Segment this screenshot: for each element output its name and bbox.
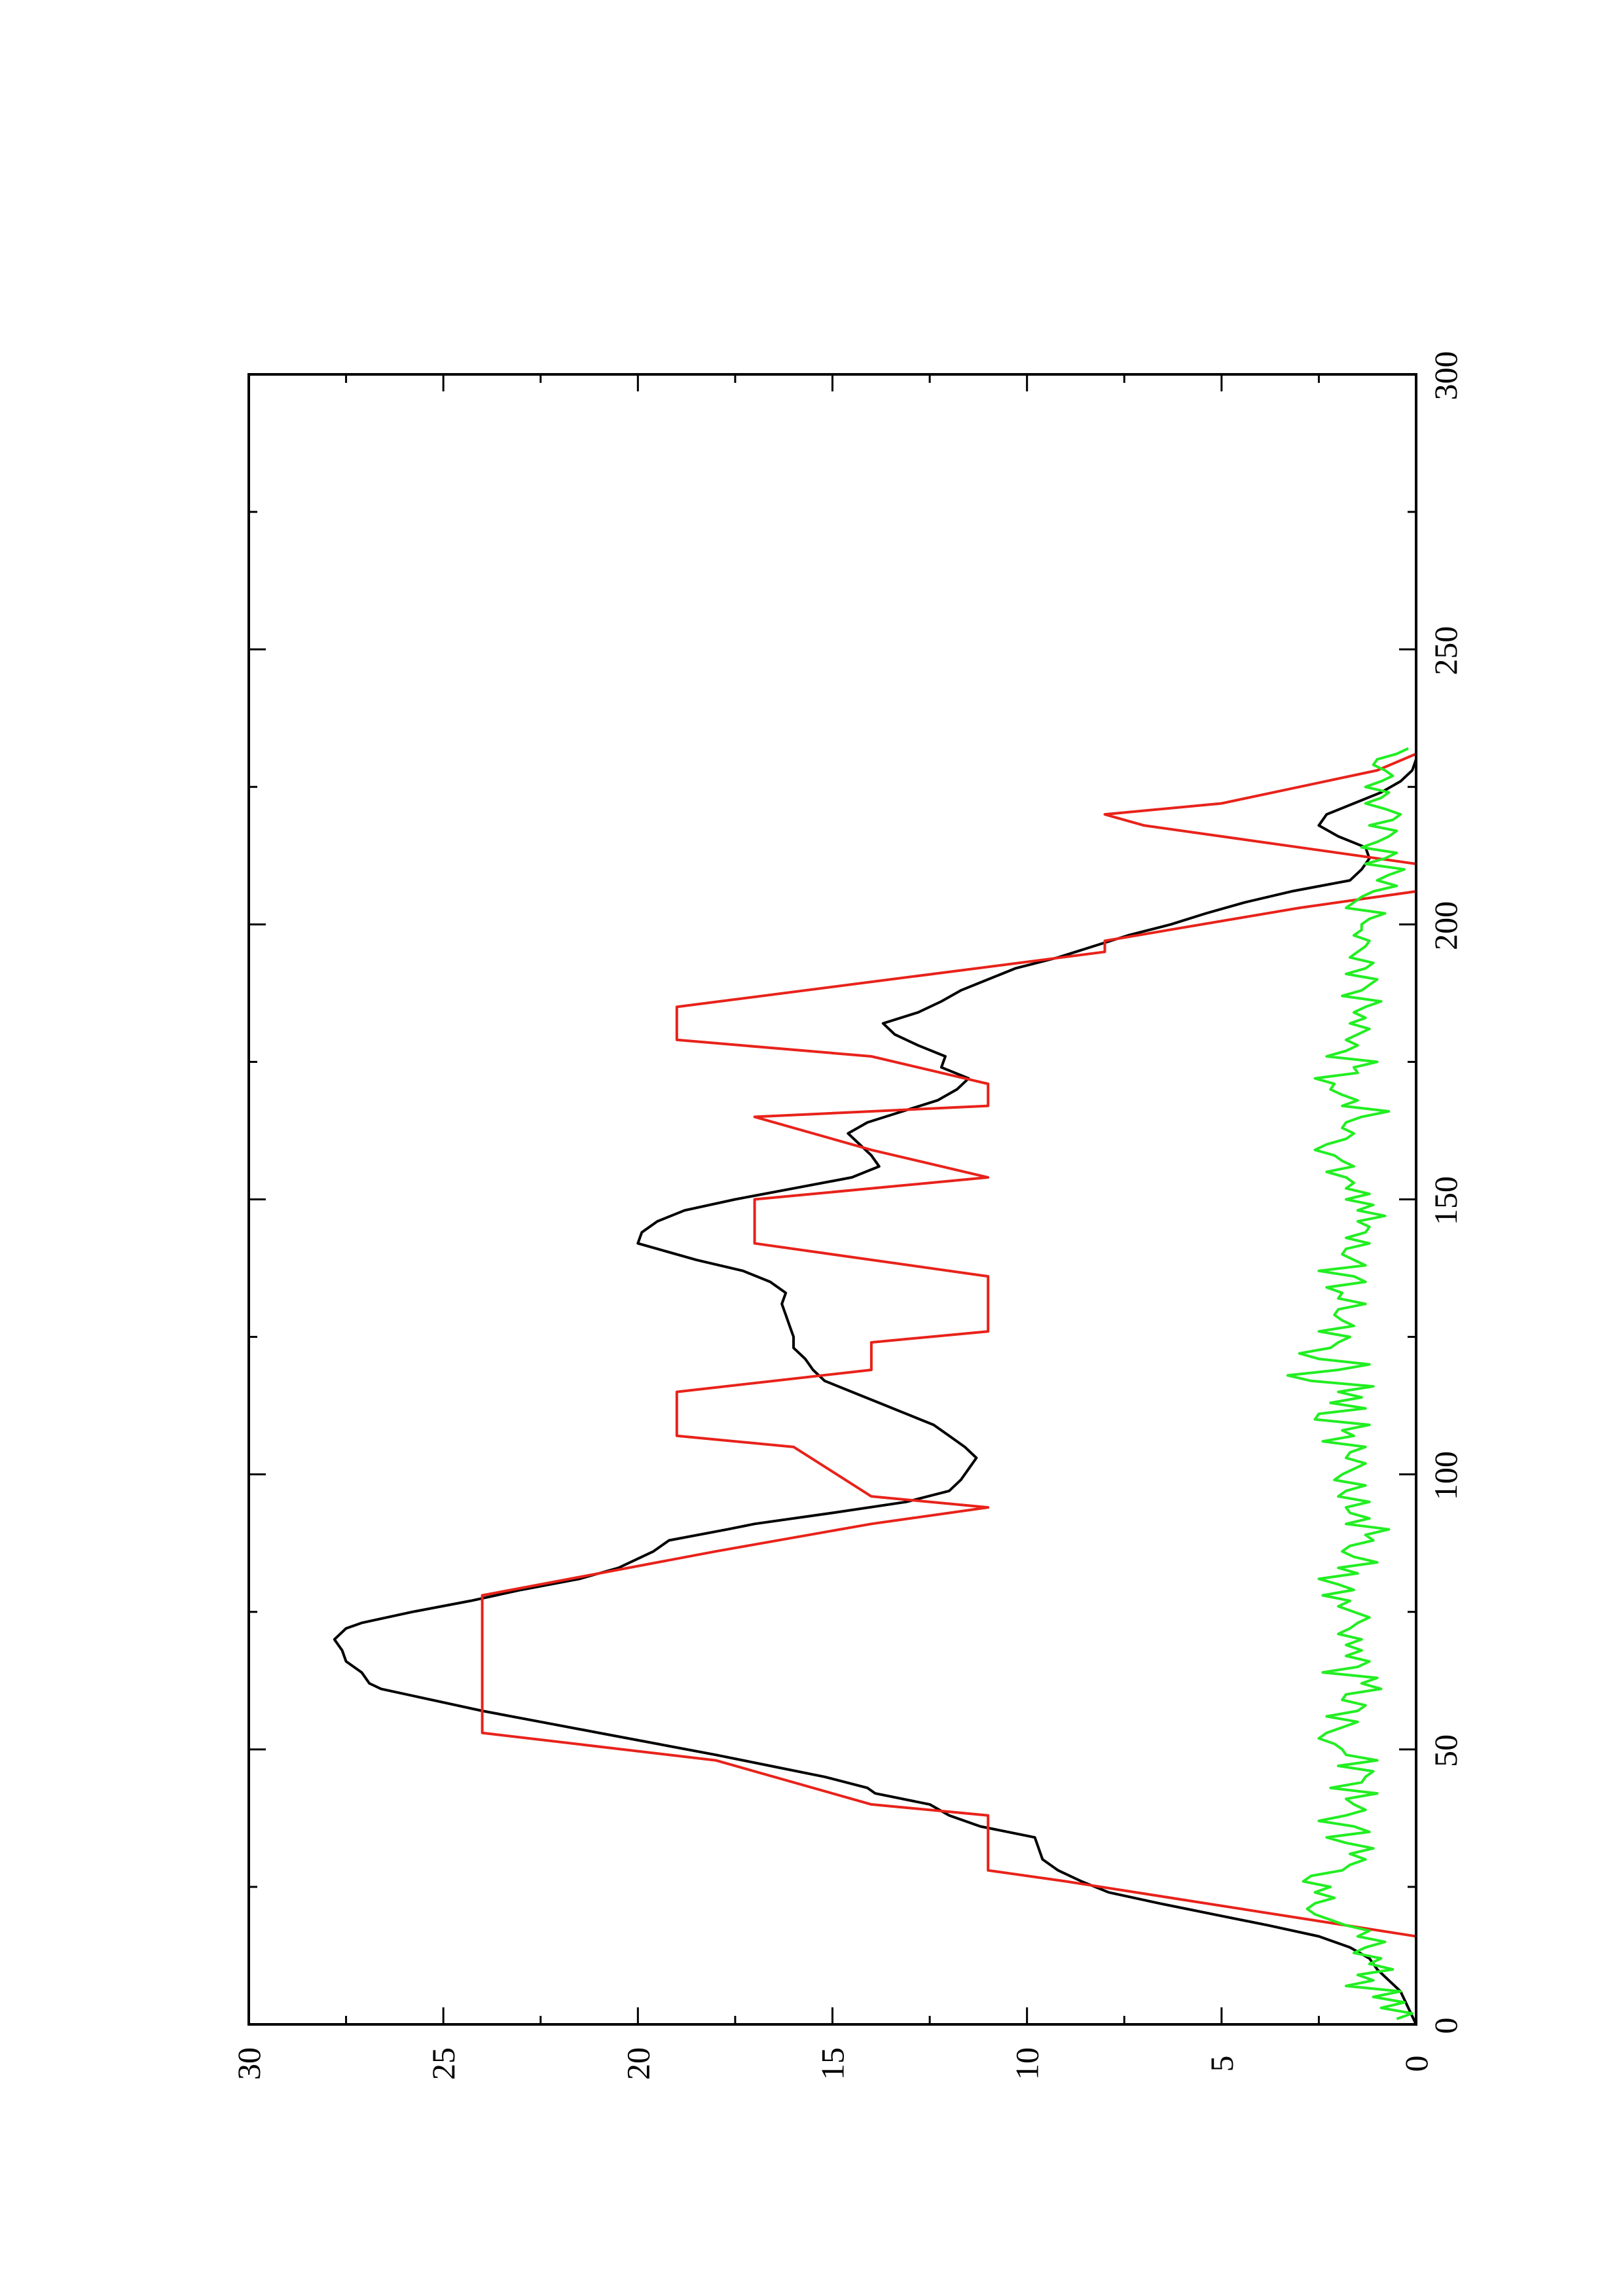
x-tick-label-150: 150 xyxy=(1427,1176,1464,1225)
x-tick-label-250: 250 xyxy=(1427,626,1464,675)
y-tick-label-10: 10 xyxy=(1009,2047,1046,2080)
x-tick-label-0: 0 xyxy=(1427,2018,1464,2034)
x-tick-label-300: 300 xyxy=(1427,351,1464,401)
series-line-1 xyxy=(333,759,1417,2025)
series-line-3 xyxy=(1286,747,1414,2020)
plot-frame xyxy=(247,373,1417,2026)
y-tick-label-20: 20 xyxy=(619,2047,656,2080)
labels-layer: 0 50 100 150 200 250 300 0 5 10 15 20 25 30 xyxy=(230,351,1464,2081)
y-tick-label-15: 15 xyxy=(814,2047,851,2080)
x-tick-label-100: 100 xyxy=(1427,1451,1464,1500)
ticks-layer xyxy=(247,373,1417,2026)
x-tick-label-200: 200 xyxy=(1427,901,1464,950)
y-tick-label-25: 25 xyxy=(425,2047,462,2080)
y-tick-label-30: 30 xyxy=(230,2047,267,2080)
x-tick-label-50: 50 xyxy=(1427,1734,1464,1767)
y-tick-label-0: 0 xyxy=(1398,2056,1434,2072)
y-tick-label-5: 5 xyxy=(1203,2056,1240,2072)
